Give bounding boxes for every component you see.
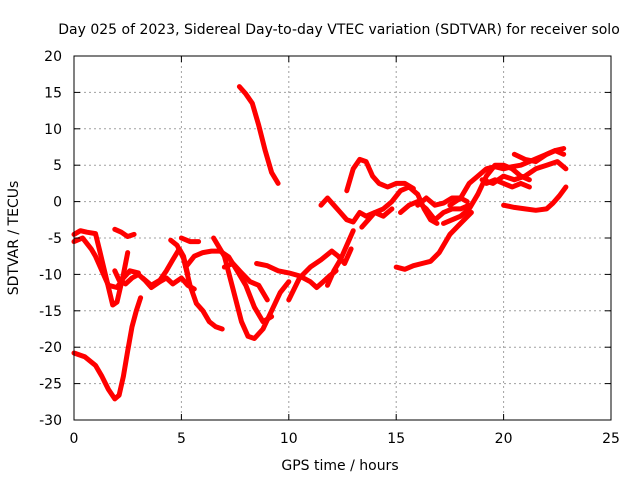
x-tick-label: 25 bbox=[602, 431, 620, 447]
series-line-arc-5 bbox=[112, 226, 137, 239]
y-tick-label: 15 bbox=[44, 85, 62, 101]
series-line-arc-16 bbox=[344, 156, 416, 194]
series-line-arc-13 bbox=[254, 261, 339, 290]
grid bbox=[74, 56, 611, 420]
series-line-arc-10 bbox=[211, 235, 292, 341]
series-line-arc-14 bbox=[286, 246, 354, 303]
x-tick-label: 20 bbox=[495, 431, 513, 447]
y-tick-label: 5 bbox=[53, 158, 62, 174]
x-tick-label: 15 bbox=[387, 431, 405, 447]
series-line-arc-12 bbox=[236, 84, 281, 186]
y-tick-label: -20 bbox=[39, 340, 62, 356]
y-tick-labels: -30 -25 -20 -15 -10 -5 0 5 10 15 20 bbox=[39, 49, 62, 429]
x-tick-labels: 0 5 10 15 20 25 bbox=[70, 431, 620, 447]
x-axis-title: GPS time / hours bbox=[281, 458, 398, 474]
x-tick-label: 10 bbox=[280, 431, 298, 447]
series-line-arc-20 bbox=[398, 199, 472, 223]
y-tick-label: -10 bbox=[39, 267, 62, 283]
series-line-arc-3 bbox=[71, 235, 141, 290]
x-tick-label: 5 bbox=[177, 431, 186, 447]
y-axis-title: SDTVAR / TECUs bbox=[6, 181, 22, 296]
chart-title: Day 025 of 2023, Sidereal Day-to-day VTE… bbox=[58, 22, 620, 38]
series-line-arc-22 bbox=[441, 162, 532, 226]
y-tick-label: 10 bbox=[44, 122, 62, 138]
series-line-arc-17 bbox=[325, 228, 356, 288]
y-tick-label: 20 bbox=[44, 49, 62, 65]
y-tick-label: -5 bbox=[48, 231, 62, 247]
y-tick-label: -25 bbox=[39, 377, 62, 393]
series-line-arc-26 bbox=[511, 148, 567, 165]
y-tick-label: 0 bbox=[53, 195, 62, 211]
series-line-arc-27 bbox=[483, 177, 532, 190]
y-tick-label: -15 bbox=[39, 304, 62, 320]
axis-ticks bbox=[73, 55, 612, 421]
series-group bbox=[71, 84, 569, 402]
x-tick-label: 0 bbox=[70, 431, 79, 447]
series-line-arc-25 bbox=[501, 184, 569, 213]
series-line-arc-7 bbox=[168, 237, 225, 332]
y-tick-label: -30 bbox=[39, 413, 62, 429]
series-line-arc-8 bbox=[183, 248, 275, 325]
series-line-arc-2 bbox=[71, 228, 131, 308]
series-line-arc-9 bbox=[178, 235, 202, 245]
series-line-arc-1 bbox=[71, 295, 144, 402]
series-line-arc-11 bbox=[221, 261, 270, 303]
series-line-arc-19 bbox=[393, 210, 474, 272]
